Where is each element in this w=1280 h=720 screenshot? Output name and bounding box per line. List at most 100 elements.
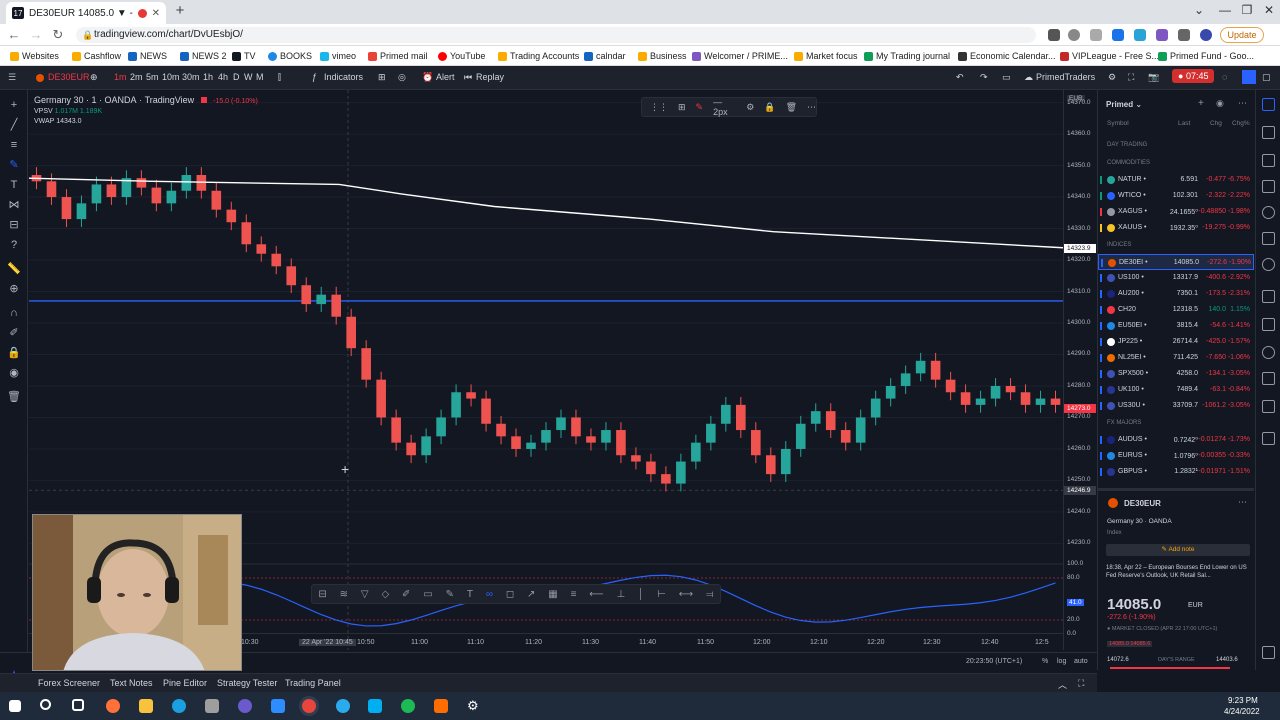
ruler-icon[interactable]: 📏 [7,263,21,275]
pen-tool-icon[interactable]: ✐ [402,588,411,600]
bookmark-welcomer[interactable]: Welcomer / PRIME... [692,50,788,62]
tab-search-icon[interactable]: ⌄ [1193,3,1205,17]
timeframe-w[interactable]: W [244,72,253,82]
watchlist-row[interactable]: UK100 • 7489.4 -63.1 -0.84% [1098,382,1254,398]
arrow-tool-icon[interactable]: ⟵ [589,588,604,600]
browser-tab-active[interactable]: 17 DE30EUR 14085.0 ▼ -1.9% ✕ [6,2,166,24]
timeframe-5m[interactable]: 5m [146,72,159,82]
watchlist-row[interactable]: AUDUS • 0.7242⁰ -0.01274 -1.73% [1098,432,1254,448]
details-symbol[interactable]: DE30EUR [1124,499,1161,508]
bookmark-youtube[interactable]: YouTube [438,50,485,62]
column-chg[interactable]: Chg [1210,120,1222,127]
collapse-panel-icon[interactable]: ︿ [1058,680,1068,690]
section-day-trading[interactable]: DAY TRADING [1107,142,1148,148]
vpsv-legend[interactable]: VPSV 1.017M 1.189K [34,108,103,115]
pattern-icon[interactable]: ⋈ [8,199,20,211]
hotlists-icon[interactable] [1262,180,1275,193]
settings-gear-icon[interactable]: ⚙ [746,101,755,112]
edge-icon[interactable] [172,699,186,713]
watchlist-row[interactable]: SPX500 • 4258.0 -134.1 -3.05% [1098,366,1254,382]
new-tab-button[interactable]: + [175,2,185,19]
replay-icon[interactable]: ⏮ [464,72,473,82]
task-view-icon[interactable] [72,699,84,711]
grid-tool-icon[interactable]: ⊟ [318,588,327,600]
watchlist-row[interactable]: XAUUS • 1932.35⁰ -19.275 -0.99% [1098,220,1254,236]
menu-icon[interactable]: ☰ [8,72,17,82]
watchlist-section-header[interactable]: COMMODITIES [1107,160,1150,166]
measure-tool-icon[interactable]: ⊢ [657,588,666,600]
timeframe-d[interactable]: D [233,72,240,82]
bookmark-websites[interactable]: Websites [10,50,59,62]
bookmark-market-focus[interactable]: Market focus [794,50,858,62]
indicators-button[interactable]: Indicators [324,72,364,82]
reload-icon[interactable]: ↻ [52,27,64,42]
close-window-button[interactable]: ✕ [1263,3,1275,17]
forward-arrow-icon[interactable]: → [29,27,43,42]
help-icon[interactable]: ? [10,239,18,251]
indicators-icon[interactable]: ƒ [312,72,318,82]
skype-icon[interactable] [368,699,382,713]
chats-icon[interactable] [1262,290,1275,303]
watchlist-row[interactable]: EU50EI • 3815.4 -54.6 -1.41% [1098,318,1254,334]
log-toggle[interactable]: log [1057,658,1067,665]
watchlist-more-icon[interactable]: ⋯ [1238,98,1247,108]
taskbar-date[interactable]: 4/24/2022 [1224,707,1260,716]
link-tool-icon[interactable]: ∞ [485,588,493,600]
crosshair-icon[interactable]: + [10,99,18,111]
line-width-button[interactable]: — 2px [713,97,728,117]
settings-gear-icon[interactable]: ⚙ [467,698,479,713]
tab-trading-panel[interactable]: Trading Panel [285,678,341,688]
delete-icon[interactable]: 🗑 [785,101,797,112]
watchlist-row[interactable]: CH20 12318.5 140.0 1.15% [1098,302,1254,318]
profile-avatar-icon[interactable] [1200,29,1212,41]
drag-handle-icon[interactable]: ⋮⋮ [650,101,668,112]
vwap-legend[interactable]: VWAP 14343.0 [34,118,82,125]
lock-drawings-icon[interactable]: 🔒 [7,347,21,359]
brush-icon[interactable]: ✎ [9,159,19,171]
vimeo-extension-icon[interactable] [1134,29,1146,41]
tab-text-notes[interactable]: Text Notes [110,678,153,688]
file-explorer-icon[interactable] [139,699,153,713]
trend-icon[interactable] [1262,400,1275,413]
layout-grid-icon[interactable]: ▭ [1002,72,1011,82]
telegram-icon[interactable] [336,699,350,713]
bookmark-trading-accounts[interactable]: Trading Accounts [498,50,579,62]
watchlist-row[interactable]: JP225 • 26714.4 -425.0 -1.57% [1098,334,1254,350]
maximize-button[interactable]: ❐ [1241,3,1253,17]
search-icon[interactable] [40,699,51,710]
watchlist-icon[interactable] [1262,98,1275,111]
bookmark-books[interactable]: BOOKS [268,50,312,62]
template-icon[interactable]: ⊞ [678,101,686,112]
recording-timer[interactable]: ● 07:45 [1172,69,1215,83]
address-bar[interactable]: 🔒 tradingview.com/chart/DvUEsbjO/ [76,27,1036,43]
watchlist-row[interactable]: NATUR • 6.591 -0.477 -6.75% [1098,172,1254,188]
advanced-view-icon[interactable]: ◉ [1216,98,1224,108]
bookmark-vipleague[interactable]: VIPLeague - Free S... [1060,50,1159,62]
bookmark-trading-journal[interactable]: My Trading journal [864,50,950,62]
watchlist-row[interactable]: GBPUS • 1.2832¹ -0.01971 -1.51% [1098,464,1254,480]
layout-name[interactable]: PrimedTraders [1036,72,1096,82]
price-axis[interactable]: EUR 14370.0 14360.0 14350.0 14340.0 14330.0 1… [1063,90,1097,650]
bookmark-vimeo[interactable]: vimeo [320,50,356,62]
taskbar-time[interactable]: 9:23 PM [1228,696,1258,705]
shape-tool-icon[interactable]: ◇ [381,588,390,600]
back-arrow-icon[interactable]: ← [7,27,21,42]
extension-icon[interactable] [1156,29,1168,41]
auto-toggle[interactable]: auto [1074,658,1088,665]
bookmark-economic-calendar[interactable]: Economic Calendar... [958,50,1056,62]
watchlist-row[interactable]: AU200 • 7350.1 -173.5 -2.31% [1098,286,1254,302]
text-icon[interactable]: T [10,179,18,191]
text-tool-icon[interactable]: T [466,588,473,600]
vertical-line-icon[interactable]: │ [638,588,645,600]
tab-forex-screener[interactable]: Forex Screener [38,678,101,688]
timeframe-1m[interactable]: 1m [114,72,127,82]
close-tab-icon[interactable]: ✕ [151,7,160,19]
spotify-icon[interactable] [401,699,415,713]
zoom-in-icon[interactable]: ⊕ [9,283,19,295]
alert-button[interactable]: Alert [436,72,455,82]
tab-pine-editor[interactable]: Pine Editor [163,678,208,688]
camera-extension-icon[interactable] [1048,29,1060,41]
windows-start-icon[interactable] [9,700,21,712]
bookmark-news[interactable]: NEWS [128,50,167,62]
triangle-tool-icon[interactable]: ▽ [360,588,369,600]
